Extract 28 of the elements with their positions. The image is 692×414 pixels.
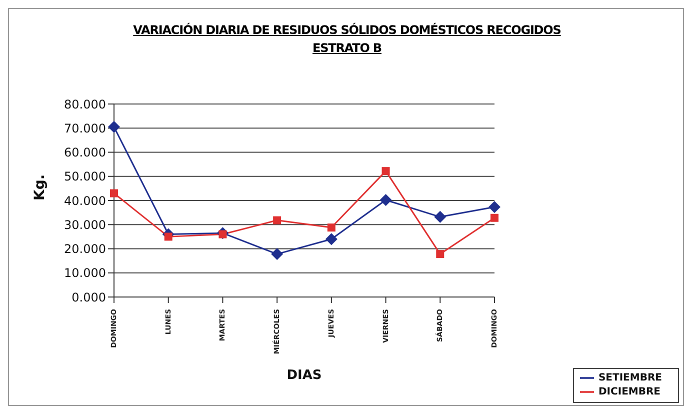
y-tick-label: 30.000	[64, 218, 106, 232]
y-tick-label: 20.000	[64, 242, 106, 256]
y-tick-label: 10.000	[64, 266, 106, 280]
x-axis-title: DIAS	[286, 368, 322, 383]
legend-label: SETIEMBRE	[598, 372, 662, 384]
y-tick-label: 40.000	[64, 194, 106, 208]
point	[488, 201, 500, 214]
point	[434, 210, 446, 223]
point	[164, 232, 172, 241]
point	[108, 120, 120, 133]
point	[325, 233, 338, 246]
point	[380, 194, 392, 206]
y-tick-label: 80.000	[64, 97, 106, 112]
y-tick-label: 60.000	[64, 146, 106, 160]
point	[271, 248, 284, 260]
point	[436, 250, 444, 258]
point	[327, 224, 336, 232]
point	[490, 214, 498, 222]
y-tick-label: 0.000	[72, 290, 106, 304]
y-tick-label: 50.000	[64, 170, 106, 184]
y-tick-label: 70.000	[64, 121, 106, 136]
chart-subtitle: ESTRATO B	[312, 40, 382, 57]
chart-title: VARIACIÓN DIARIA DE RESIDUOS SÓLIDOS DOMÉSTICOS RECOGIDOS	[132, 22, 562, 39]
point	[382, 167, 390, 176]
point	[110, 189, 118, 198]
legend-label: DICIEMBRE	[598, 387, 661, 398]
y-axis-title: Kg.	[32, 174, 48, 200]
point	[273, 216, 282, 224]
